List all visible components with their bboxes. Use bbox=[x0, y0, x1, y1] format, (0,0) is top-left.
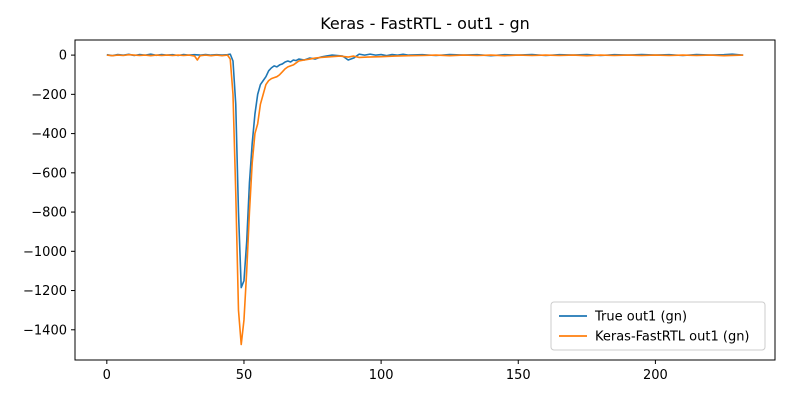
legend: True out1 (gn) Keras-FastRTL out1 (gn) bbox=[550, 301, 766, 351]
x-tick-label: 200 bbox=[643, 368, 668, 383]
x-tick-label: 150 bbox=[506, 368, 531, 383]
y-tick-label: −800 bbox=[31, 206, 67, 221]
y-tick-label: 0 bbox=[59, 49, 67, 64]
y-tick-label: −1400 bbox=[23, 323, 67, 338]
y-tick-label: −1200 bbox=[23, 284, 67, 299]
legend-box bbox=[550, 301, 766, 351]
x-tick-label: 100 bbox=[369, 368, 394, 383]
x-tick-label: 0 bbox=[103, 368, 111, 383]
y-axis: 0 −200 −400 −600 −800 −1000 −1200 −1400 bbox=[23, 49, 75, 338]
y-tick-label: −400 bbox=[31, 127, 67, 142]
y-tick-label: −1000 bbox=[23, 245, 67, 260]
legend-label-1: True out1 (gn) bbox=[594, 310, 687, 325]
axes-frame bbox=[74, 39, 776, 361]
y-tick-label: −200 bbox=[31, 88, 67, 103]
y-tick-label: −600 bbox=[31, 166, 67, 181]
series-layer bbox=[106, 53, 744, 346]
x-tick-label: 50 bbox=[236, 368, 253, 383]
legend-label-2: Keras-FastRTL out1 (gn) bbox=[595, 330, 750, 345]
x-axis: 0 50 100 150 200 bbox=[103, 360, 668, 383]
series-line-2 bbox=[106, 53, 744, 346]
chart-title: Keras - FastRTL - out1 - gn bbox=[320, 14, 530, 33]
